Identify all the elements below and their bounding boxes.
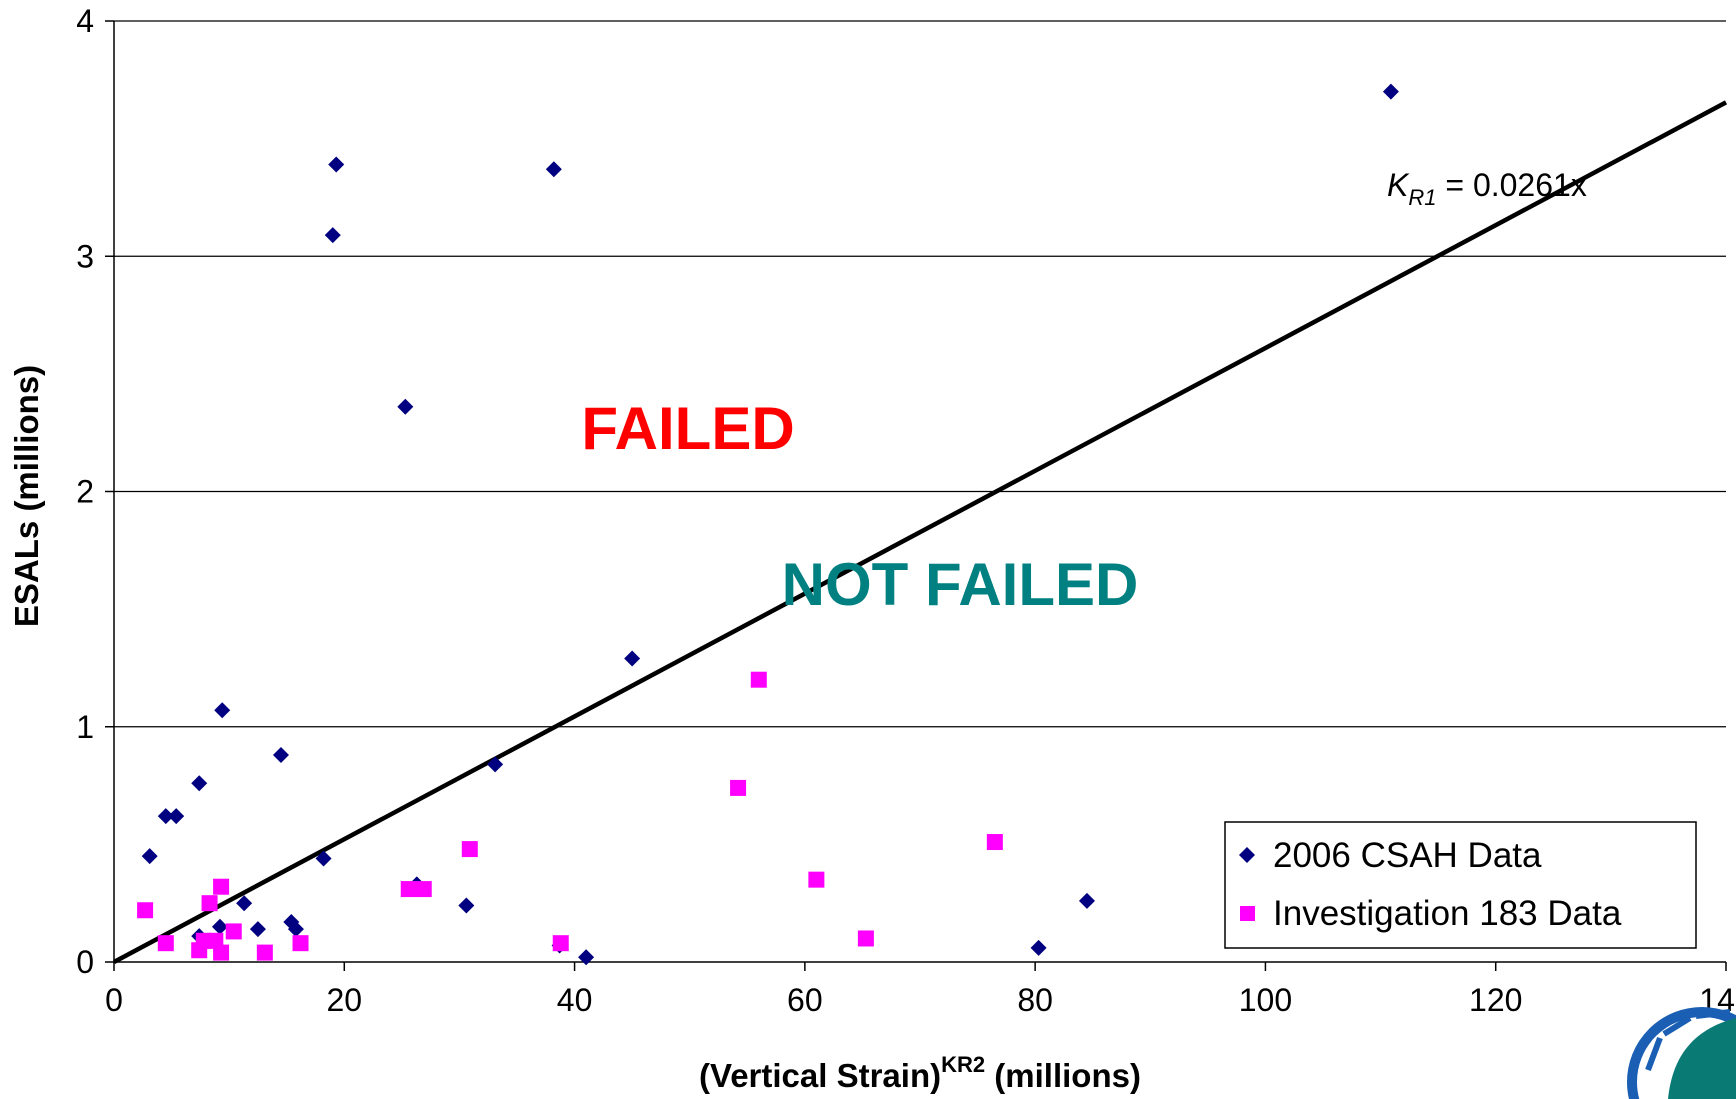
legend-label-csah: 2006 CSAH Data [1273, 836, 1542, 875]
inv183-data-point [225, 923, 242, 940]
csah-data-point [1078, 892, 1095, 909]
csah-data-point [191, 775, 208, 792]
csah-data-point [1382, 83, 1399, 100]
trendline [112, 100, 1728, 964]
y-tick-label: 0 [76, 944, 94, 980]
failed-label: FAILED [581, 395, 794, 462]
x-tick-label: 20 [326, 982, 362, 1018]
legend: 2006 CSAH Data Investigation 183 Data [1224, 821, 1697, 949]
logo-leaf [1668, 1018, 1736, 1099]
x-axis-title: (Vertical Strain)KR2 (millions) [699, 1052, 1141, 1094]
y-axis-title: ESALs (millions) [8, 365, 45, 627]
y-tick-label: 4 [76, 3, 94, 39]
csah-data-point [141, 848, 158, 865]
inv183-data-point [415, 881, 432, 898]
y-tick-label: 2 [76, 474, 94, 510]
inv183-data-point [808, 871, 825, 888]
x-axis-ticks: 020406080100120140 [105, 962, 1736, 1018]
logo-lettering [1645, 1009, 1731, 1072]
x-axis-title-main: (Vertical Strain) [699, 1057, 941, 1094]
inv183-data-point [292, 935, 309, 952]
equation-rest: = 0.0261x [1436, 167, 1586, 203]
csah-data-point [211, 918, 228, 935]
inv183-data-point [213, 944, 230, 961]
csah-data-point [397, 398, 414, 415]
x-tick-label: 60 [787, 982, 823, 1018]
csah-data-point [249, 921, 266, 938]
data-points [137, 83, 1399, 966]
trendline-equation: KR1 = 0.0261x [1387, 167, 1587, 210]
y-tick-label: 3 [76, 238, 94, 274]
logo [1627, 1007, 1736, 1099]
inv183-data-point [857, 930, 874, 947]
inv183-data-point [750, 671, 767, 688]
csah-data-point [214, 702, 231, 719]
legend-label-inv183: Investigation 183 Data [1273, 894, 1622, 933]
inv183-data-point [213, 878, 230, 895]
csah-data-point [328, 156, 345, 173]
inv183-data-point [256, 944, 273, 961]
x-axis-title-suffix: (millions) [985, 1057, 1141, 1094]
x-tick-label: 100 [1239, 982, 1292, 1018]
csah-data-point [624, 650, 641, 667]
inv183-data-point [461, 841, 478, 858]
inv183-data-point [400, 881, 417, 898]
csah-data-point [315, 850, 332, 867]
legend-marker-inv183 [1240, 906, 1255, 921]
gridlines [114, 20, 1726, 728]
legend-box [1224, 821, 1697, 949]
csah-data-point [487, 756, 504, 773]
not-failed-label: NOT FAILED [782, 551, 1139, 618]
inv183-data-point [157, 935, 174, 952]
series-inv183 [137, 671, 1003, 961]
x-tick-label: 0 [105, 982, 123, 1018]
x-axis-title-superscript: KR2 [941, 1052, 985, 1077]
x-tick-label: 40 [557, 982, 593, 1018]
legend-marker-csah [1239, 847, 1255, 863]
csah-data-point [272, 746, 289, 763]
y-tick-label: 1 [76, 709, 94, 745]
inv183-data-point [552, 935, 569, 952]
inv183-data-point [730, 779, 747, 796]
equation-k: K [1387, 167, 1410, 203]
series-csah [141, 83, 1399, 966]
equation-subscript: R1 [1408, 185, 1436, 210]
csah-data-point [157, 808, 174, 825]
inv183-data-point [137, 902, 154, 919]
y-axis-ticks: 0 1 2 3 4 [76, 3, 114, 980]
csah-data-point [1030, 939, 1047, 956]
csah-data-point [458, 897, 475, 914]
inv183-data-point [986, 834, 1003, 851]
x-tick-label: 80 [1017, 982, 1053, 1018]
csah-data-point [236, 895, 253, 912]
csah-data-point [545, 161, 562, 178]
csah-data-point [324, 227, 341, 244]
csah-data-point [287, 921, 304, 938]
csah-data-point [578, 949, 595, 966]
inv183-data-point [201, 895, 218, 912]
x-tick-label: 120 [1469, 982, 1522, 1018]
csah-data-point [168, 808, 185, 825]
